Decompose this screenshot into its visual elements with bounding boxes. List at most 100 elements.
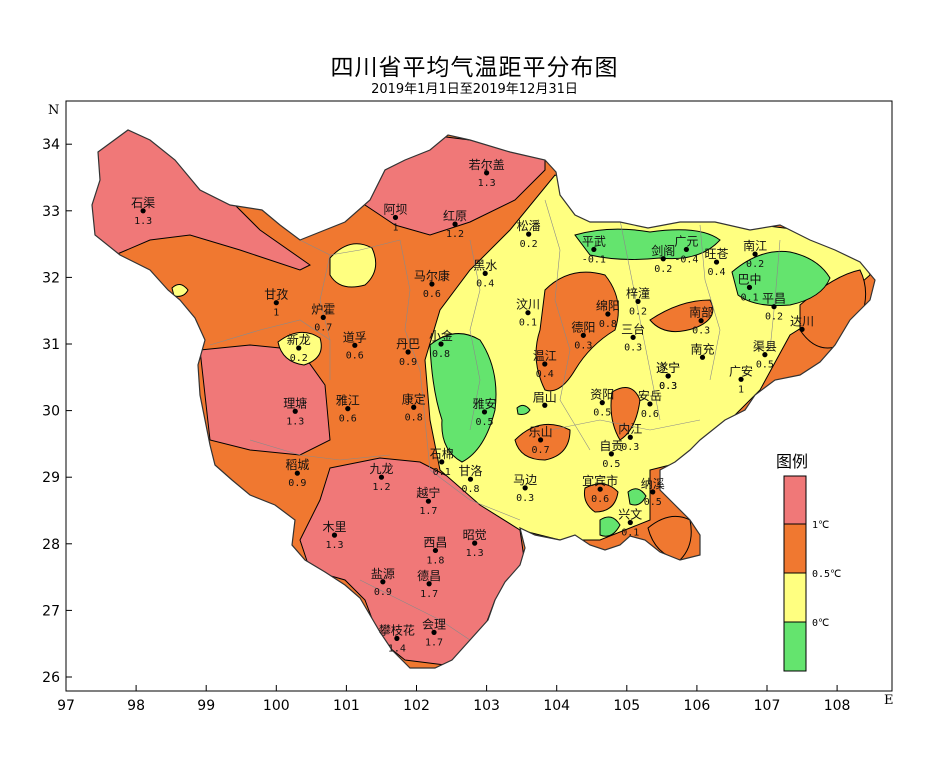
station-value: 0.6 <box>423 289 441 300</box>
station-29: 温江 0.4 <box>533 349 557 380</box>
y-tick-label: 29 <box>42 470 60 486</box>
station-dot <box>331 532 338 538</box>
station-value: 0.7 <box>532 445 550 456</box>
station-dot <box>472 540 478 546</box>
station-value: 0.2 <box>654 264 672 275</box>
station-value: 1.7 <box>425 637 443 648</box>
station-value: 0.1 <box>740 292 758 303</box>
station-dot <box>522 485 528 491</box>
station-dot <box>438 341 444 347</box>
x-tick-label: 107 <box>754 698 781 714</box>
zone-0p5-1-mianyang <box>535 271 619 392</box>
legend-label-0: 0℃ <box>812 618 829 629</box>
station-dot <box>738 376 744 382</box>
station-value: 1.3 <box>286 416 304 427</box>
station-value: 0.8 <box>599 319 617 330</box>
station-value: 1.7 <box>420 589 438 600</box>
legend-swatch-lt0 <box>783 621 807 672</box>
station-dot <box>647 401 653 407</box>
station-value: 0.2 <box>746 259 764 270</box>
station-name: 德昌 <box>417 568 441 583</box>
station-name: 平武 <box>582 234 606 248</box>
station-dot <box>627 434 633 440</box>
station-value: 1.2 <box>446 229 464 240</box>
station-name: 梓潼 <box>626 285 650 300</box>
map-subtitle: 2019年1月1日至2019年12月31日 <box>371 82 578 97</box>
station-45: 自贡 0.5 <box>599 439 623 470</box>
station-name: 西昌 <box>423 535 447 549</box>
station-value: 0.4 <box>536 369 554 380</box>
station-50: 越宁 1.7 <box>416 485 440 517</box>
station-name: 内江 <box>618 422 642 436</box>
zone-0p5-1-south <box>647 515 692 561</box>
x-tick-label: 102 <box>403 698 430 714</box>
x-axis: 97 98 99 100 101 102 103 104 105 106 107 108 <box>57 685 850 714</box>
station-name: 新龙 <box>287 332 311 347</box>
station-name: 若尔盖 <box>469 157 505 172</box>
station-value: 0.3 <box>574 340 592 351</box>
station-dot <box>799 326 805 332</box>
zone-ge1-west <box>199 344 331 456</box>
station-2: 阿坝 1 <box>383 202 407 233</box>
station-dot <box>591 246 597 253</box>
station-value: 0.9 <box>399 357 417 368</box>
x-tick-label: 103 <box>473 698 500 714</box>
station-35: 康定 0.8 <box>402 391 426 423</box>
station-dot <box>630 334 636 340</box>
station-value: -0.4 <box>674 254 698 265</box>
station-value: 1 <box>273 308 279 319</box>
legend-swatch-ge1 <box>783 475 807 525</box>
station-name: 广安 <box>729 363 753 378</box>
station-56: 德昌 1.7 <box>417 568 441 600</box>
station-dot <box>635 298 641 304</box>
zone-0p5-1-leshan <box>514 423 571 461</box>
station-name: 雅安 <box>472 396 496 411</box>
station-value: 0.1 <box>519 318 537 329</box>
zone-lt0-small-2 <box>627 488 647 506</box>
y-tick-label: 26 <box>42 670 60 686</box>
station-48: 宜宾市 0.6 <box>582 473 618 505</box>
station-31: 广安 1 <box>729 363 753 395</box>
station-value: 0.2 <box>765 312 783 323</box>
y-tick-label: 28 <box>42 537 60 553</box>
legend-title: 图例 <box>776 452 808 471</box>
station-name: 马尔康 <box>414 268 450 283</box>
x-tick-label: 98 <box>127 698 145 714</box>
station-name: 纳溪 <box>641 477 665 491</box>
x-tick-label: 105 <box>613 698 640 714</box>
station-value: 0.3 <box>659 381 677 392</box>
station-name: 德阳 <box>571 319 595 334</box>
zone-lt0-guangyuan <box>574 228 721 260</box>
station-dot <box>452 221 458 227</box>
station-name: 平昌 <box>762 292 786 306</box>
zone-lt0-small-1 <box>599 516 621 537</box>
station-name: 遂宁 <box>656 360 680 375</box>
station-42: 稻城 0.9 <box>285 458 309 489</box>
station-dot <box>380 579 386 585</box>
zone-lt0-bazhong <box>731 250 831 306</box>
zone-0p5-1-yibin <box>584 483 619 513</box>
station-name: 乐山 <box>529 425 553 439</box>
station-dot <box>608 451 614 457</box>
station-value: 0.9 <box>374 587 392 598</box>
station-name: 越宁 <box>416 485 440 500</box>
station-14: 炉霍 0.7 <box>311 302 335 333</box>
zone-0p5-1-neijiang <box>610 387 641 441</box>
legend-swatch-0-0p5 <box>783 572 807 623</box>
station-dot <box>526 231 532 237</box>
station-18: 绵阳 0.8 <box>596 299 620 330</box>
y-tick-label: 31 <box>42 337 60 353</box>
station-dot <box>425 498 432 504</box>
station-value: 0.8 <box>461 484 479 495</box>
station-name: 剑阁 <box>651 243 675 258</box>
station-dot <box>627 519 633 526</box>
station-value: 0.3 <box>624 342 642 353</box>
station-name: 小金 <box>429 328 453 343</box>
station-value: 0.2 <box>290 353 308 364</box>
station-name: 九龙 <box>369 462 393 476</box>
station-dot <box>542 361 548 367</box>
station-7: 旺苍 0.4 <box>705 247 729 278</box>
station-name: 南部 <box>689 305 713 320</box>
x-tick-label: 106 <box>684 698 711 714</box>
